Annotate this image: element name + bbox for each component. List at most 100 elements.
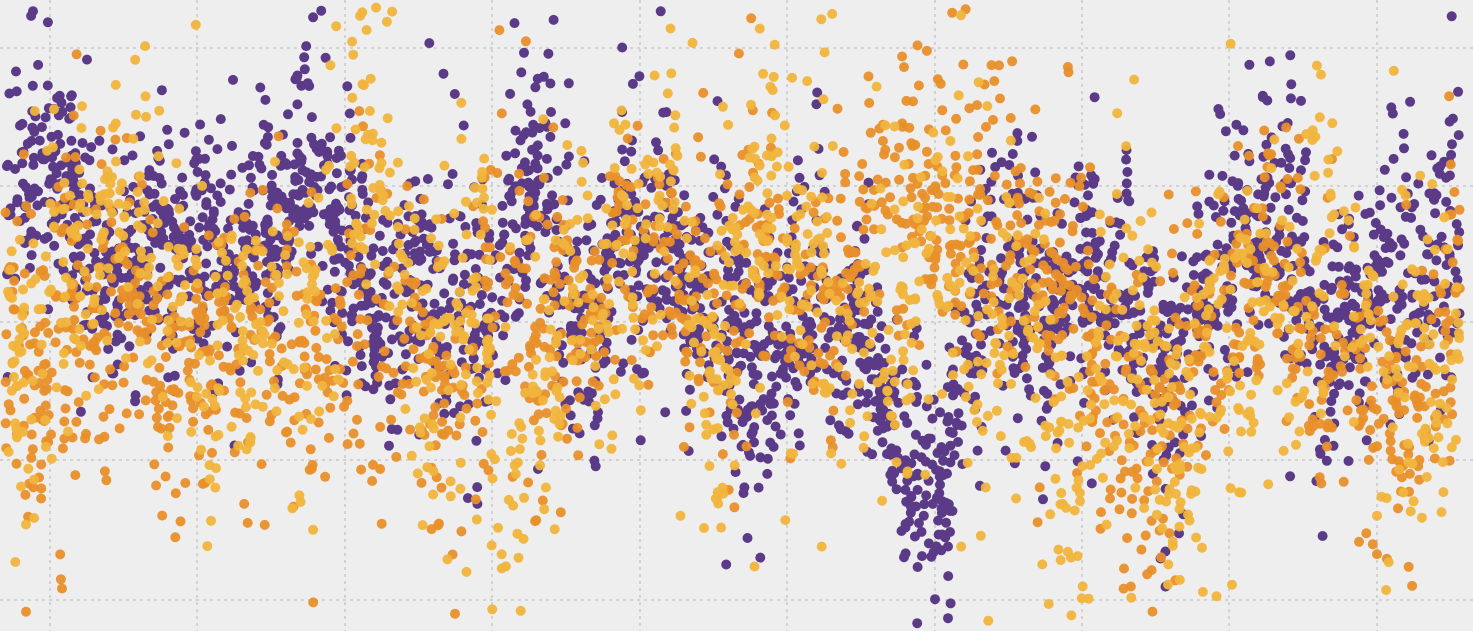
scatter-point — [1021, 373, 1032, 384]
scatter-point — [1139, 503, 1150, 513]
scatter-point — [1315, 333, 1326, 344]
scatter-point — [754, 290, 765, 301]
scatter-point — [1248, 315, 1259, 326]
scatter-point — [740, 217, 751, 228]
scatter-point — [833, 420, 844, 431]
scatter-point — [443, 179, 453, 190]
scatter-point — [1043, 277, 1054, 288]
scatter-point — [257, 184, 268, 195]
scatter-point — [637, 368, 647, 379]
scatter-point — [337, 308, 348, 318]
scatter-point — [12, 216, 23, 227]
scatter-point — [989, 170, 1000, 181]
scatter-point — [1055, 209, 1065, 220]
scatter-point — [1293, 338, 1304, 349]
scatter-point — [742, 404, 753, 415]
scatter-point — [921, 359, 932, 370]
scatter-point — [977, 425, 988, 436]
scatter-point — [937, 166, 948, 177]
scatter-point — [1319, 324, 1330, 335]
scatter-point — [82, 54, 92, 65]
scatter-point — [539, 273, 550, 284]
scatter-point — [695, 151, 706, 162]
scatter-point — [943, 499, 954, 510]
scatter-point — [140, 395, 151, 406]
scatter-point — [141, 374, 152, 385]
scatter-point — [1104, 215, 1115, 226]
scatter-point — [36, 122, 47, 133]
scatter-point — [1152, 443, 1163, 454]
scatter-point — [203, 230, 214, 241]
scatter-point — [36, 339, 47, 350]
scatter-point — [1087, 295, 1098, 306]
scatter-point — [981, 121, 991, 132]
scatter-point — [751, 308, 762, 319]
scatter-point — [1144, 456, 1155, 467]
scatter-point — [794, 172, 805, 183]
scatter-point — [944, 215, 955, 226]
scatter-point — [1257, 92, 1268, 103]
scatter-point — [1368, 442, 1379, 453]
scatter-point — [997, 313, 1008, 324]
scatter-point — [1050, 269, 1061, 280]
scatter-point — [299, 351, 310, 362]
scatter-point — [1076, 172, 1087, 183]
scatter-point — [1211, 397, 1222, 408]
scatter-point — [1116, 455, 1127, 466]
scatter-point — [1182, 218, 1193, 229]
scatter-point — [52, 129, 63, 140]
scatter-point — [1030, 282, 1041, 293]
scatter-point — [523, 477, 534, 488]
scatter-point — [110, 79, 121, 90]
scatter-point — [106, 286, 116, 297]
scatter-point — [588, 302, 599, 313]
scatter-point — [1386, 192, 1397, 203]
scatter-point — [1402, 438, 1413, 449]
scatter-point — [867, 449, 878, 460]
scatter-point — [245, 305, 256, 316]
scatter-point — [812, 307, 823, 318]
scatter-point — [154, 173, 165, 183]
scatter-point — [687, 37, 698, 48]
scatter-point — [345, 250, 356, 261]
scatter-point — [1453, 130, 1464, 141]
scatter-point — [1449, 187, 1460, 197]
scatter-point — [164, 422, 175, 433]
scatter-point — [961, 257, 971, 268]
scatter-point — [860, 258, 871, 269]
scatter-point — [1284, 163, 1295, 173]
scatter-point — [1037, 362, 1048, 373]
scatter-point — [571, 376, 582, 387]
scatter-point — [551, 225, 562, 235]
scatter-point — [179, 127, 190, 138]
scatter-point — [968, 266, 979, 276]
scatter-point — [472, 482, 483, 493]
scatter-point — [712, 298, 722, 309]
scatter-point — [840, 177, 851, 188]
scatter-point — [548, 287, 559, 298]
scatter-point — [367, 322, 377, 333]
scatter-point — [345, 132, 356, 143]
scatter-point — [1441, 318, 1452, 329]
scatter-point — [1147, 425, 1158, 436]
scatter-point — [1378, 413, 1389, 424]
scatter-point — [402, 181, 413, 192]
scatter-point — [116, 272, 127, 283]
scatter-point — [1437, 457, 1448, 468]
scatter-point — [1273, 328, 1284, 339]
scatter-point — [17, 158, 28, 169]
scatter-point — [976, 263, 987, 274]
scatter-point — [782, 397, 793, 407]
scatter-point — [460, 362, 471, 373]
scatter-point — [1004, 160, 1015, 170]
scatter-point — [1285, 50, 1296, 61]
scatter-point — [276, 150, 287, 161]
scatter-point — [1387, 108, 1398, 119]
scatter-point — [510, 283, 521, 294]
scatter-point — [1431, 409, 1442, 420]
scatter-point — [520, 36, 531, 47]
scatter-point — [1192, 300, 1203, 311]
scatter-point — [1350, 271, 1361, 282]
scatter-point — [1079, 308, 1090, 318]
scatter-point — [95, 125, 106, 136]
